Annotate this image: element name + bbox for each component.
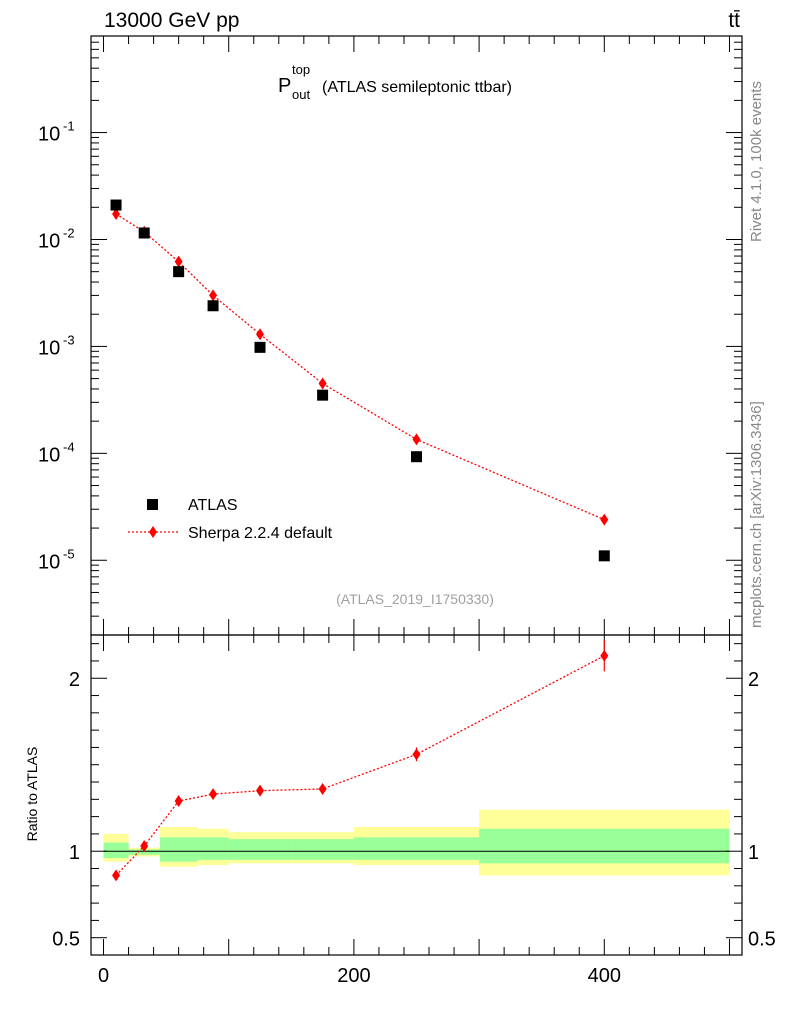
ratio-sherpa-point <box>600 649 609 662</box>
ratio-y-axis-label: Ratio to ATLAS <box>24 747 40 842</box>
ratio-sherpa-point <box>256 784 265 797</box>
ratio-band-inner <box>228 839 292 860</box>
main-y-tick-label: 10 <box>38 230 60 252</box>
sherpa-point <box>209 289 218 302</box>
sherpa-point <box>412 433 421 446</box>
ratio-band-inner <box>128 849 160 855</box>
legend-sherpa-label: Sherpa 2.2.4 default <box>188 525 333 542</box>
sherpa-point <box>318 377 327 390</box>
ratio-sherpa-point <box>174 795 183 808</box>
ratio-frame <box>90 634 743 956</box>
x-tick-label: 400 <box>588 965 621 987</box>
process-label: tt̄ <box>728 9 740 32</box>
main-y-tick-label: 10 <box>38 124 60 146</box>
ratio-tick-labels: 0.5 0.5 1 1 2 2 0 200 400 <box>52 669 776 987</box>
main-y-tick-exponent: -4 <box>63 439 75 454</box>
atlas-point <box>207 300 219 312</box>
legend: ATLAS Sherpa 2.2.4 default <box>128 497 333 542</box>
atlas-point <box>411 451 422 463</box>
atlas-point <box>138 227 150 239</box>
ratio-sherpa-point <box>318 782 327 795</box>
main-y-tick-exponent: -5 <box>63 546 75 561</box>
sherpa-line <box>115 213 605 521</box>
ratio-y-tick-label-left: 2 <box>69 669 80 691</box>
atlas-point <box>317 389 329 401</box>
ratio-y-tick-label-right: 0.5 <box>748 929 776 951</box>
mcplots-label: mcplots.cern.ch [arXiv:1306.3436] <box>748 401 765 628</box>
main-y-tick-exponent: -2 <box>63 225 75 240</box>
atlas-point <box>173 266 185 278</box>
ratio-sherpa-point <box>412 748 421 761</box>
ratio-band-inner <box>197 837 229 860</box>
x-tick-label: 200 <box>337 965 370 987</box>
atlas-point <box>598 550 610 562</box>
ratio-y-tick-label-left: 1 <box>69 842 80 864</box>
chart-title: P <box>278 75 291 97</box>
main-y-tick-label: 10 <box>38 551 60 573</box>
ratio-uncertainty-bands <box>103 809 730 876</box>
sherpa-point <box>600 513 609 526</box>
atlas-point <box>254 341 266 353</box>
main-axis-ticks <box>91 35 742 636</box>
ratio-y-tick-label-left: 0.5 <box>52 929 80 951</box>
ratio-data-layer <box>112 640 609 882</box>
legend-sherpa-marker <box>149 526 157 538</box>
chart-title-description: (ATLAS semileptonic ttbar) <box>322 79 512 96</box>
ratio-band-inner <box>103 842 129 859</box>
main-frame <box>90 35 743 636</box>
main-y-tick-label: 10 <box>38 444 60 466</box>
main-y-tick-label: 10 <box>38 337 60 359</box>
sherpa-point <box>112 208 121 221</box>
rivet-label: Rivet 4.1.0, 100k events <box>748 81 765 242</box>
main-y-tick-exponent: -1 <box>63 119 75 134</box>
ratio-sherpa-point <box>209 788 218 801</box>
ratio-y-tick-label-right: 1 <box>748 842 759 864</box>
ratio-band-inner <box>159 837 198 862</box>
x-tick-label: 0 <box>98 965 109 987</box>
ratio-sherpa-point <box>140 840 149 853</box>
legend-atlas-label: ATLAS <box>188 497 238 514</box>
analysis-id: (ATLAS_2019_I1750330) <box>336 591 494 607</box>
ratio-sherpa-line <box>115 655 605 876</box>
main-y-tick-labels: 10-110-210-310-410-5 <box>38 119 75 574</box>
energy-label: 13000 GeV pp <box>104 9 239 32</box>
ratio-axis-ticks <box>91 635 742 955</box>
ratio-sherpa-point <box>112 869 121 882</box>
chart-title-subscript: out <box>292 87 310 102</box>
sherpa-point <box>256 328 265 341</box>
ratio-y-tick-label-right: 2 <box>748 669 759 691</box>
ratio-band-inner <box>479 828 730 864</box>
main-y-tick-exponent: -3 <box>63 332 75 347</box>
main-data-layer <box>110 199 610 562</box>
chart-title-superscript: top <box>292 62 310 77</box>
ratio-band-inner <box>353 837 480 860</box>
atlas-point <box>110 199 122 211</box>
legend-atlas-marker <box>147 499 158 510</box>
sherpa-point <box>174 255 183 268</box>
ratio-band-inner <box>291 839 354 860</box>
